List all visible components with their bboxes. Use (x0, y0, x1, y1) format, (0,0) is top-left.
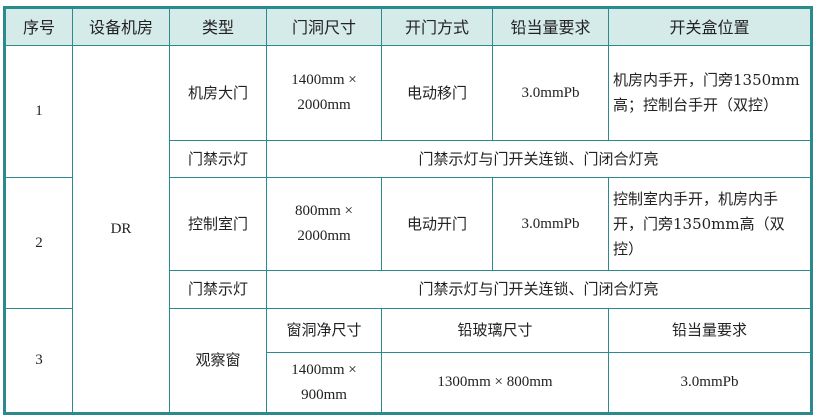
size-cell: 1400mm × 2000mm (266, 45, 382, 141)
table-row: 1 DR 机房大门 1400mm × 2000mm 电动移门 3.0mmPb 机房… (5, 45, 811, 413)
header-no: 序号 (5, 8, 73, 46)
glass-size-header: 铅玻璃尺寸 (381, 308, 609, 353)
window-size-cell: 1400mm × 900mm (266, 352, 382, 413)
open-cell: 电动开门 (381, 177, 493, 271)
lead-cell: 3.0mmPb (492, 45, 609, 141)
header-switch: 开关盒位置 (608, 8, 811, 46)
row-no: 3 (5, 308, 73, 413)
size-cell: 800mm × 2000mm (266, 177, 382, 271)
row-no: 2 (5, 177, 73, 309)
header-type: 类型 (169, 8, 267, 46)
light-type-cell: 门禁示灯 (169, 270, 267, 309)
size-line: 800mm × (294, 203, 354, 219)
size-line: 900mm (301, 386, 347, 403)
table-row: 3 观察窗 窗洞净尺寸 铅玻璃尺寸 铅当量要求 (5, 308, 811, 413)
table-row: 2 控制室门 800mm × 2000mm 电动开门 3.0mmPb 控制室内手开… (5, 177, 811, 309)
open-cell: 电动移门 (381, 45, 493, 141)
header-room: 设备机房 (72, 8, 170, 46)
header-open: 开门方式 (381, 8, 493, 46)
header-size: 门洞尺寸 (266, 8, 382, 46)
lead-cell: 3.0mmPb (608, 352, 811, 413)
header-lead: 铅当量要求 (492, 8, 609, 46)
table-row: 1400mm × 900mm 1300mm × 800mm 3.0mmPb (6, 352, 811, 413)
shielding-table: 序号 设备机房 类型 门洞尺寸 开门方式 铅当量要求 开关盒位置 1 DR 机房… (3, 6, 813, 415)
light-type-cell: 门禁示灯 (169, 140, 267, 178)
row-no: 1 (5, 45, 73, 178)
size-line: 1400mm × (291, 361, 357, 378)
light-desc-cell: 门禁示灯与门开关连锁、门闭合灯亮 (266, 270, 811, 309)
window-size-header: 窗洞净尺寸 (266, 308, 382, 353)
light-desc-cell: 门禁示灯与门开关连锁、门闭合灯亮 (266, 140, 811, 178)
switch-cell: 控制室内手开，机房内手开，门旁1350mm高（双控） (608, 177, 811, 271)
header-row: 序号 设备机房 类型 门洞尺寸 开门方式 铅当量要求 开关盒位置 (5, 8, 811, 46)
switch-cell: 机房内手开，门旁1350mm高；控制台手开（双控） (608, 45, 811, 141)
lead-cell: 3.0mmPb (492, 177, 609, 271)
size-line: 1400mm × (291, 72, 357, 88)
type-cell: 控制室门 (169, 177, 267, 271)
table-row: 门禁示灯 门禁示灯与门开关连锁、门闭合灯亮 (6, 270, 811, 309)
table-row: 门禁示灯 门禁示灯与门开关连锁、门闭合灯亮 (6, 140, 811, 178)
size-line: 2000mm (297, 97, 351, 113)
size-line: 2000mm (297, 228, 351, 244)
type-cell: 观察窗 (169, 308, 267, 413)
type-cell: 机房大门 (169, 45, 267, 141)
glass-size-cell: 1300mm × 800mm (381, 352, 609, 413)
lead-header: 铅当量要求 (608, 308, 811, 353)
room-cell: DR (72, 45, 170, 413)
